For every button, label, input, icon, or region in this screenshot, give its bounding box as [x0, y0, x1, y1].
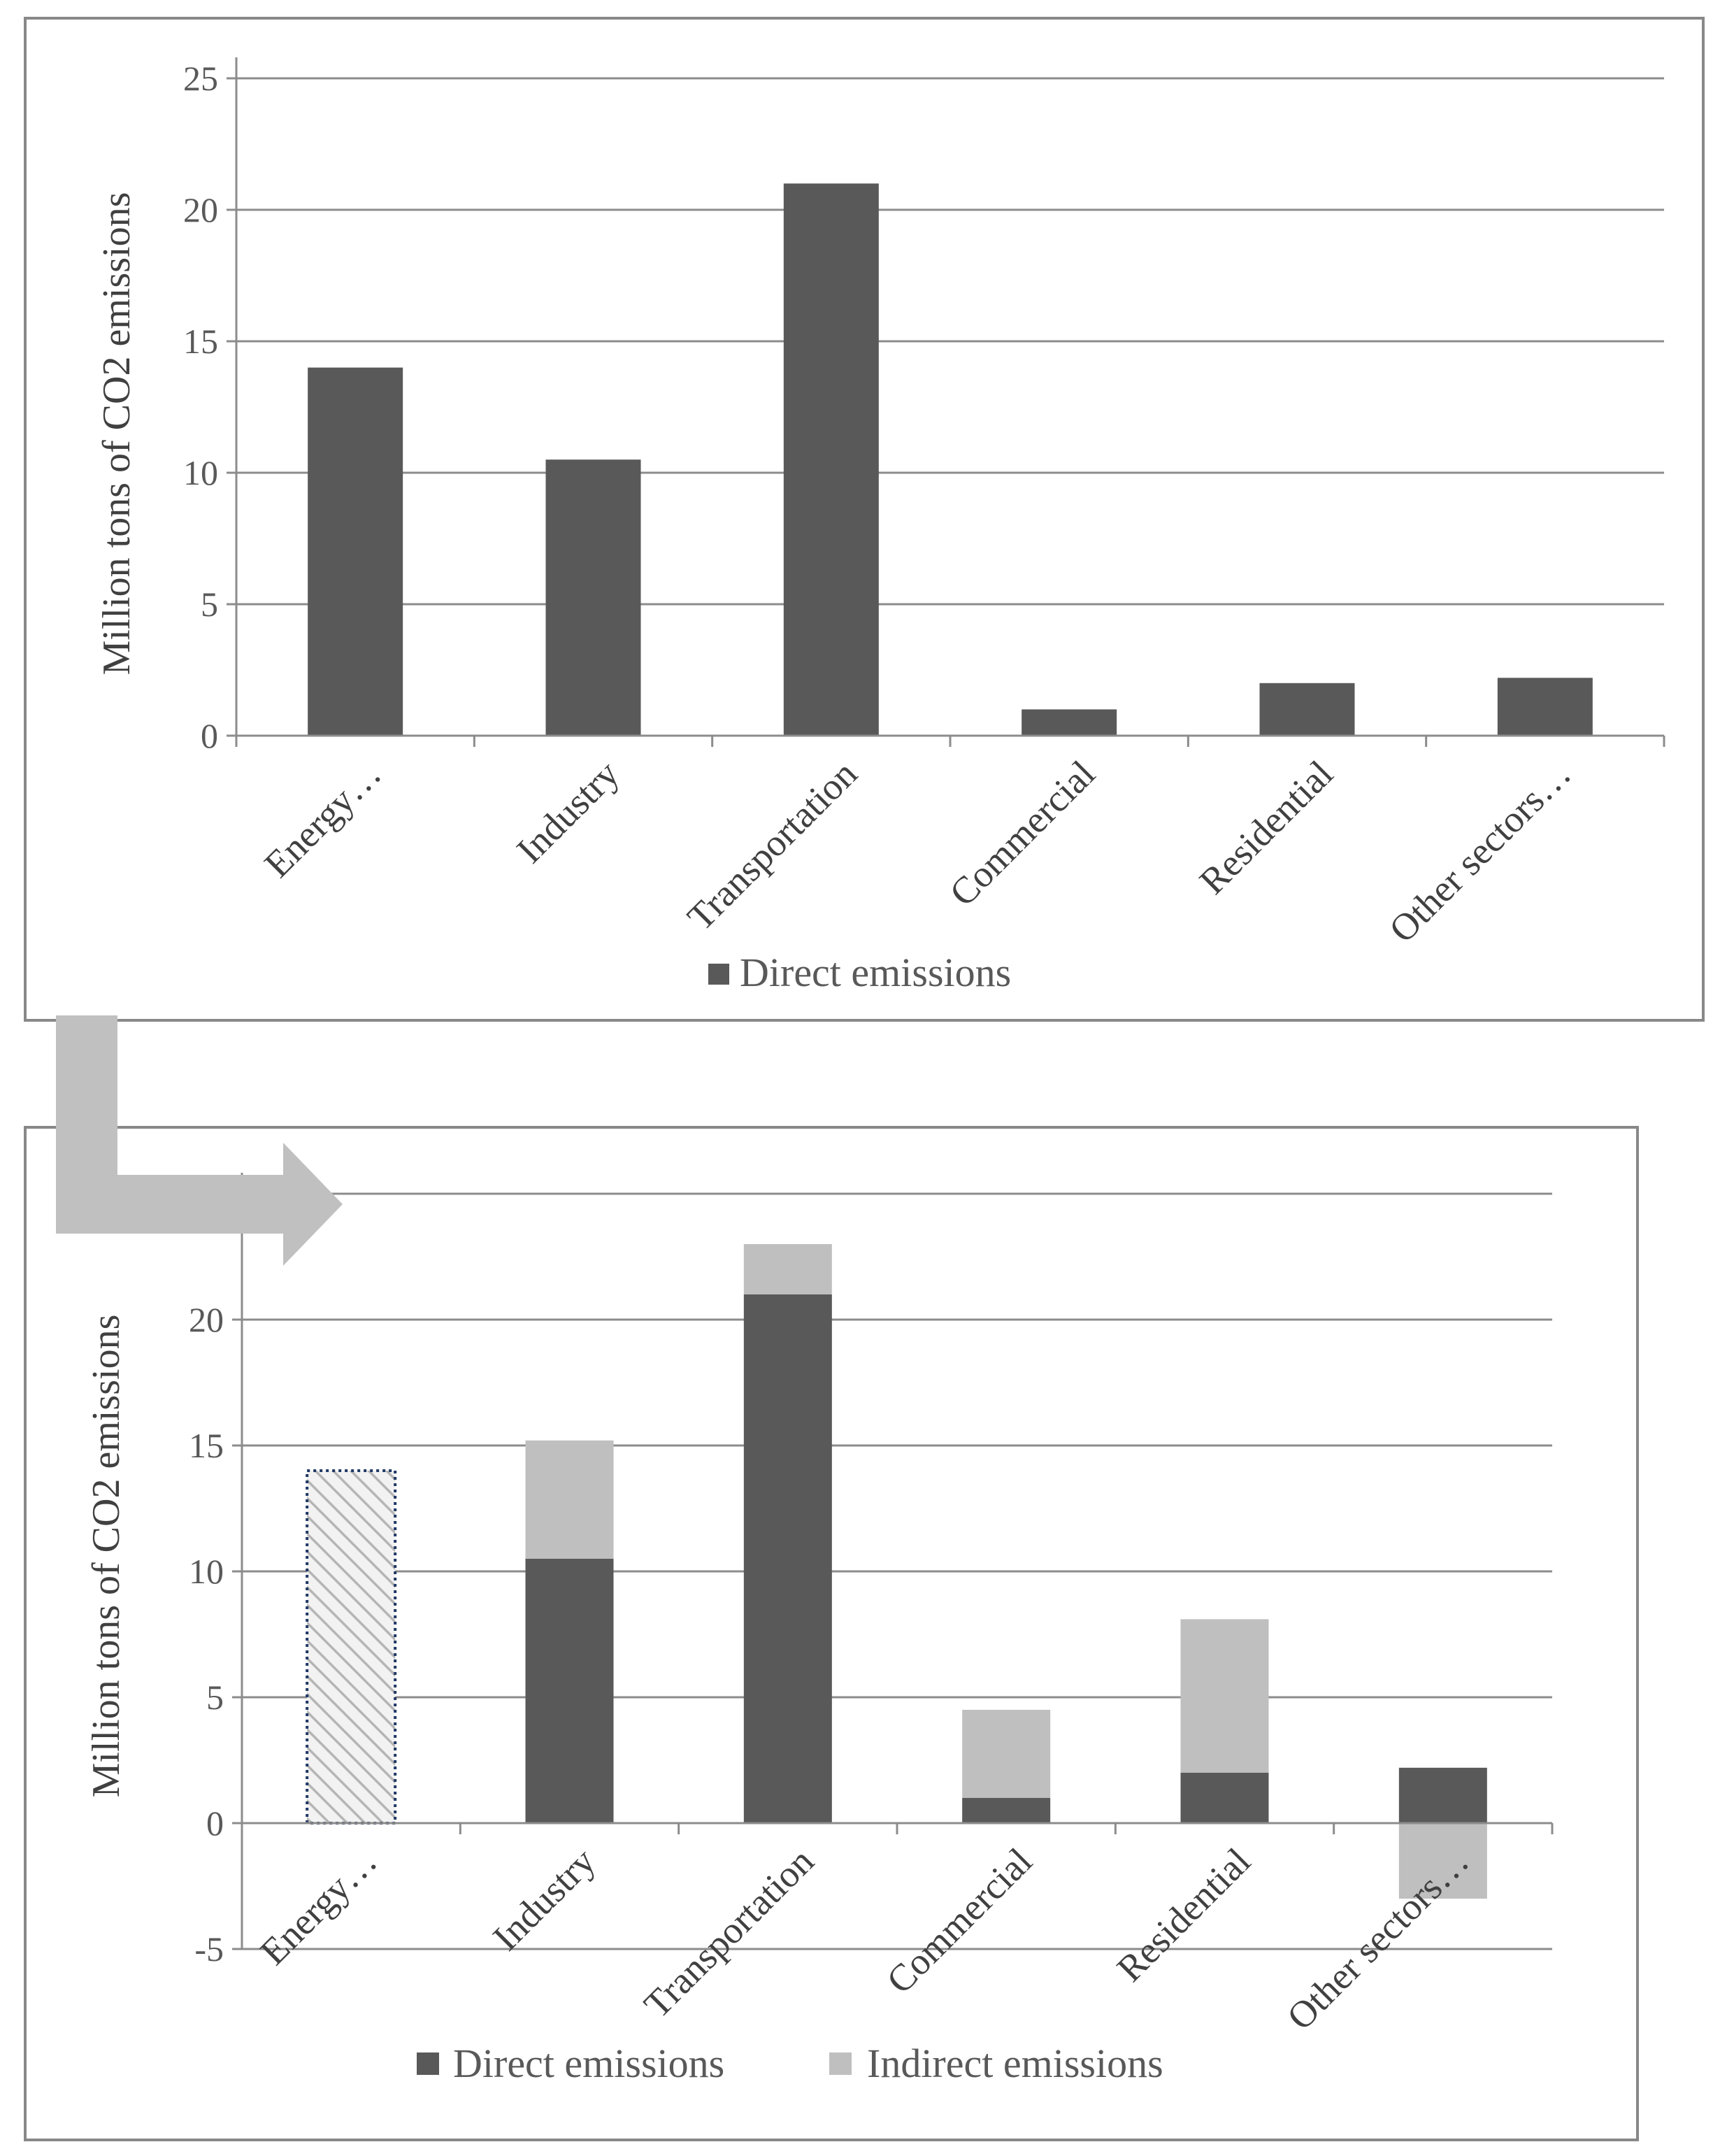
bottom-chart-bars [306, 1244, 1487, 1899]
top-chart-bars [308, 183, 1593, 736]
legend-label-indirect: Indirect emissions [867, 2041, 1163, 2086]
bottom-chart-panel: -50510152025Energy…IndustryTransportatio… [24, 1126, 1639, 2141]
legend-swatch-direct [417, 2053, 439, 2075]
y-tick-label: 0 [201, 716, 218, 755]
legend-swatch-indirect [829, 2053, 852, 2075]
bar-direct-emissions-other-sectors [1497, 678, 1593, 736]
y-tick-label: 5 [201, 585, 218, 624]
y-tick-label: -5 [194, 1929, 224, 1969]
top-chart-y-axis-label: Million tons of CO2 emissions [95, 192, 138, 676]
bar-indirect-emissions-residential [1180, 1619, 1269, 1773]
bar-indirect-emissions-other-sectors [1398, 1823, 1487, 1899]
bar-direct-emissions-commercial [962, 1798, 1051, 1823]
elbow-arrow-right-icon [56, 1015, 343, 1266]
y-tick-label: 5 [206, 1678, 224, 1717]
y-tick-label: 20 [183, 190, 218, 229]
bar-direct-emissions-other-sectors [1398, 1767, 1487, 1823]
bar-direct-emissions-transportation [743, 1294, 832, 1823]
legend-label-direct: Direct emissions [740, 950, 1011, 995]
bar-energy-reallocated-hatched [306, 1469, 397, 1825]
y-tick-label: 10 [189, 1552, 224, 1591]
top-chart-legend: Direct emissions [708, 950, 1011, 995]
bar-indirect-emissions-industry [525, 1440, 614, 1559]
bar-direct-emissions-industry [525, 1559, 614, 1823]
bar-direct-emissions-industry [545, 459, 641, 736]
y-tick-label: 15 [183, 322, 218, 361]
bottom-chart-gridlines [242, 1192, 1552, 1950]
bottom-chart-legend: Direct emissions Indirect emissions [417, 2041, 1163, 2086]
bar-direct-emissions-energy [308, 367, 403, 736]
legend-swatch-direct [708, 964, 729, 985]
top-chart-gridlines [236, 77, 1664, 606]
legend-label-direct: Direct emissions [453, 2041, 724, 2086]
y-tick-label: 0 [206, 1804, 224, 1843]
bar-direct-emissions-residential [1259, 683, 1355, 736]
y-tick-label: 10 [183, 453, 218, 492]
y-tick-label: 20 [189, 1300, 224, 1339]
bar-direct-emissions-residential [1180, 1773, 1269, 1823]
y-tick-label: 15 [189, 1426, 224, 1465]
bar-direct-emissions-transportation [783, 183, 879, 736]
bar-direct-emissions-commercial [1022, 709, 1117, 736]
bar-indirect-emissions-commercial [962, 1710, 1051, 1798]
bar-indirect-emissions-transportation [743, 1244, 832, 1294]
bottom-chart-y-axis-label: Million tons of CO2 emissions [85, 1315, 128, 1798]
y-tick-label: 25 [183, 59, 218, 98]
